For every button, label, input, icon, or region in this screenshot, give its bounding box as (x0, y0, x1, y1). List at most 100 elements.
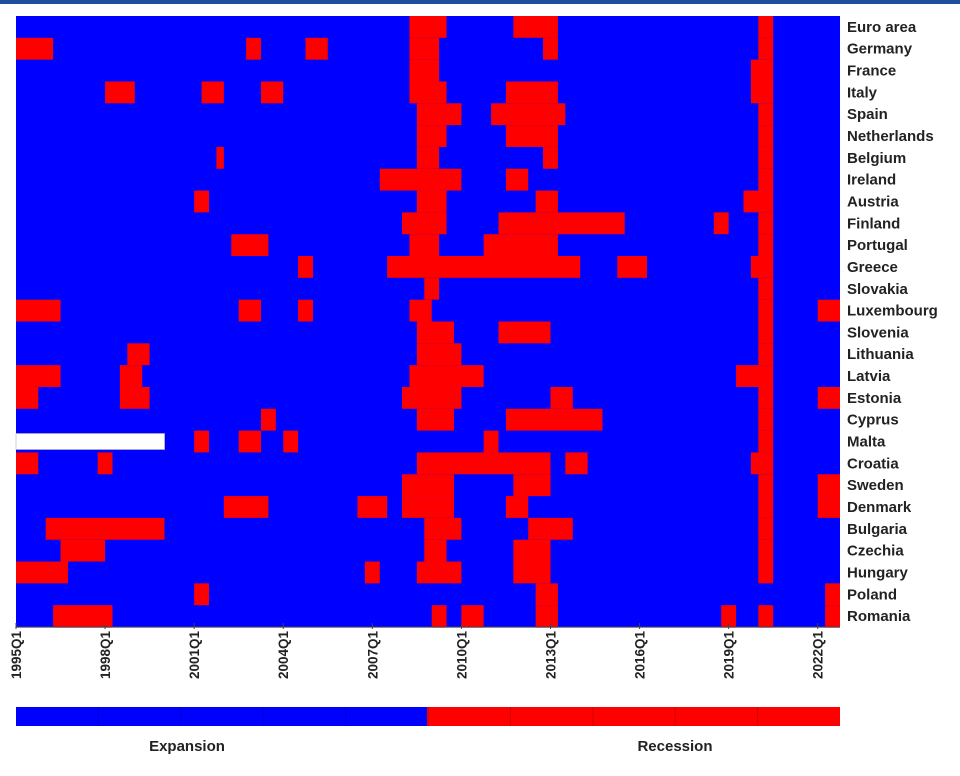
country-label: Hungary (847, 564, 909, 581)
recession-cell (387, 256, 581, 279)
recession-cell (298, 299, 313, 323)
country-label: Austria (847, 193, 899, 210)
recession-cell (535, 190, 558, 213)
recession-cell (758, 496, 774, 519)
recession-cell (817, 386, 840, 410)
legend-swatch-recession (427, 707, 840, 726)
country-labels: Euro area Germany France Italy Spain Netherla… (847, 19, 938, 625)
recession-cell (238, 430, 261, 454)
recession-cell (45, 517, 165, 541)
country-label: Finland (847, 215, 900, 232)
recession-cell (758, 386, 774, 410)
country-label: Slovakia (847, 281, 909, 298)
recession-cell (416, 103, 462, 126)
recession-cell (461, 605, 484, 628)
recession-cell (402, 386, 462, 410)
recession-cell (305, 37, 328, 61)
recession-cell (513, 539, 551, 563)
recession-cell (16, 299, 61, 323)
recession-cell (505, 81, 558, 104)
recession-cell (201, 81, 224, 104)
top-accent-bar (0, 0, 960, 4)
recession-cell (127, 343, 150, 366)
country-label: Denmark (847, 499, 912, 516)
recession-cell (402, 212, 447, 235)
recession-cell (424, 539, 447, 563)
row-background-romania (16, 605, 840, 628)
recession-cell (402, 474, 454, 497)
recession-cell (513, 16, 558, 39)
x-tick-label: 1998Q1 (98, 631, 113, 680)
x-tick-label: 1995Q1 (9, 631, 24, 680)
country-label: Greece (847, 259, 898, 276)
recession-cell (750, 59, 774, 83)
country-label: Malta (847, 434, 886, 451)
country-label: Latvia (847, 368, 891, 385)
recession-cell (416, 146, 440, 170)
recession-cell (416, 561, 462, 584)
recession-cell (416, 452, 551, 475)
recession-cell (758, 408, 774, 432)
recession-cell (409, 16, 447, 39)
recession-cell (379, 168, 462, 192)
recession-cell (16, 37, 54, 61)
recession-cell (194, 430, 210, 454)
country-label: Euro area (847, 19, 917, 36)
recession-cell (194, 583, 210, 606)
recession-cell (409, 37, 440, 61)
recession-cell (298, 256, 313, 279)
recession-cell (713, 212, 729, 235)
x-tick-label: 2019Q1 (722, 631, 737, 680)
x-tick-label: 2022Q1 (811, 631, 826, 680)
recession-cell (491, 103, 566, 126)
heatmap-cells (15, 16, 840, 628)
country-label: Croatia (847, 455, 899, 472)
recession-cell (216, 146, 224, 170)
recession-cell (416, 125, 447, 148)
recession-cell (357, 496, 388, 519)
country-label: Belgium (847, 150, 906, 167)
recession-cell (431, 605, 447, 628)
recession-cell (409, 59, 440, 83)
recession-cell (505, 408, 603, 432)
recession-cell (409, 234, 440, 257)
recession-cell (505, 125, 558, 148)
recession-cell (550, 386, 573, 410)
country-label: Germany (847, 41, 913, 58)
recession-cell (750, 81, 774, 104)
recession-cell (617, 256, 647, 279)
country-label: Czechia (847, 543, 904, 560)
country-label: Italy (847, 84, 878, 101)
country-label: Spain (847, 106, 888, 123)
country-label: France (847, 63, 896, 80)
recession-cell (402, 496, 454, 519)
recession-cell (758, 234, 774, 257)
recession-cell (528, 517, 573, 541)
legend-label-recession: Recession (637, 738, 712, 755)
legend-swatch-expansion (16, 707, 427, 726)
recession-cell (758, 277, 774, 301)
recession-cell (750, 256, 774, 279)
x-tick-label: 2001Q1 (187, 631, 202, 680)
x-tick-label: 2013Q1 (543, 631, 558, 680)
recession-cell (513, 561, 551, 584)
recession-cell (283, 430, 299, 454)
recession-cell (743, 190, 774, 213)
country-label: Sweden (847, 477, 904, 494)
recession-cell (416, 408, 454, 432)
recession-cell (758, 474, 774, 497)
recession-cell (498, 321, 551, 344)
recession-cell (119, 365, 143, 388)
recession-cell (483, 234, 558, 257)
recession-cell (758, 561, 774, 584)
recession-cell (498, 212, 625, 235)
country-label: Ireland (847, 172, 896, 189)
country-label: Netherlands (847, 128, 934, 145)
recession-cell (416, 321, 454, 344)
recession-cell (513, 474, 551, 497)
recession-cell (758, 539, 774, 563)
recession-cell (750, 452, 774, 475)
recession-cell (505, 168, 529, 192)
legend-colorbar: Expansion Recession (16, 707, 840, 755)
recession-cell (16, 561, 68, 584)
